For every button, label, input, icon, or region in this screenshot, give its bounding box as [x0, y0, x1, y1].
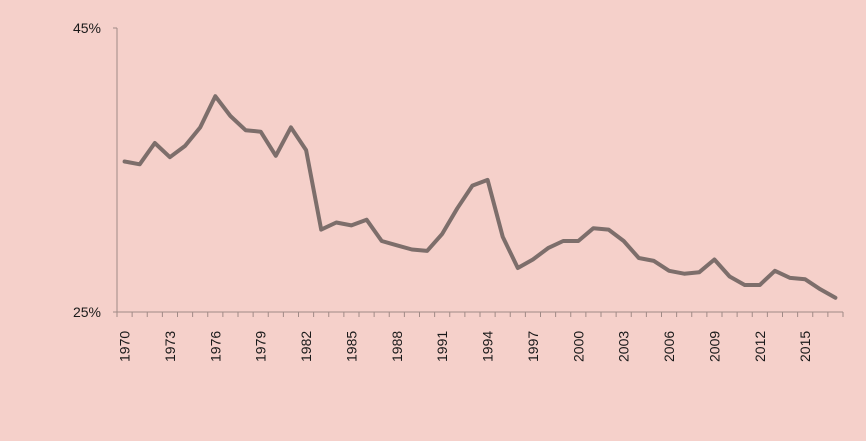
plot-area: [122, 94, 838, 300]
x-tick-label: 2000: [570, 331, 586, 362]
x-tick-label: 1994: [480, 331, 496, 362]
x-tick-label: 2006: [661, 331, 677, 362]
x-tick-label: 1997: [525, 331, 541, 362]
x-tick-label: 1970: [117, 331, 133, 362]
x-tick-label: 1976: [207, 331, 223, 362]
y-tick-label: 45%: [73, 20, 101, 36]
x-tick-label: 1985: [343, 331, 359, 362]
y-tick-label: 25%: [73, 304, 101, 320]
x-tick-label: 2003: [616, 331, 632, 362]
series-line: [122, 94, 838, 300]
x-axis: 1970 1973 1976 1979 1982 1985 1988 1991 1994 1997…: [116, 311, 844, 362]
x-tick-label: 1973: [162, 331, 178, 362]
x-tick-label: 1979: [253, 331, 269, 362]
x-tick-label: 2009: [706, 331, 722, 362]
x-tick-label: 2012: [752, 331, 768, 362]
x-tick-label: 2015: [797, 331, 813, 362]
x-tick-label: 1982: [298, 331, 314, 362]
x-tick-label: 1988: [389, 331, 405, 362]
x-tick-label: 1991: [434, 331, 450, 362]
y-axis: 45% 25%: [73, 20, 118, 320]
